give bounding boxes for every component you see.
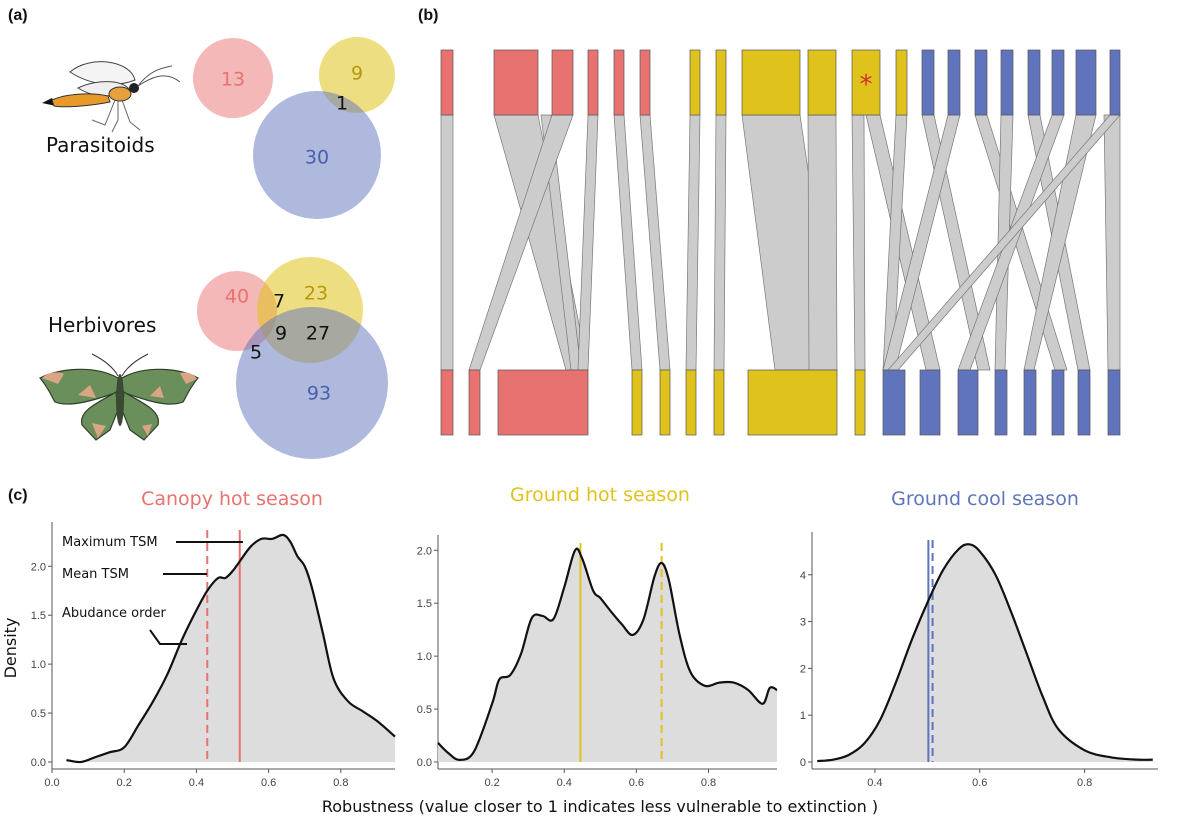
venn-parasitoids: 13 9 1 30 xyxy=(193,37,395,219)
y-tick-label: 1.5 xyxy=(31,610,46,622)
venn-count: 5 xyxy=(250,342,262,364)
asterisk-marker: * xyxy=(860,70,873,100)
annotation-maximum-tsm: Maximum TSM xyxy=(62,535,158,550)
venn-circle-ground-cool xyxy=(236,307,388,459)
annotation-leader xyxy=(149,629,187,645)
y-tick-label: 0.0 xyxy=(31,757,46,769)
panel-label-a: (a) xyxy=(8,7,28,24)
x-tick-label: 0.2 xyxy=(117,777,132,789)
alluvial-diagram: * xyxy=(440,49,1121,436)
alluvial-flows xyxy=(440,114,1121,371)
y-tick-label: 2.0 xyxy=(31,561,46,573)
x-tick-label: 0.0 xyxy=(44,777,59,789)
venn-count: 27 xyxy=(306,323,330,345)
x-axis-label: Robustness (value closer to 1 indicates … xyxy=(322,797,878,816)
x-tick-label: 0.6 xyxy=(261,777,276,789)
venn-count: 40 xyxy=(225,286,249,308)
x-tick-label: 0.4 xyxy=(867,777,882,789)
y-tick-label: 0.5 xyxy=(417,704,432,716)
density-chart-canopy-hot: Canopy hot season 0.0 0.5 1.0 1.5 2.0 0.0 0.2 0.… xyxy=(31,488,396,789)
density-area xyxy=(438,548,777,762)
x-tick-label: 0.6 xyxy=(629,777,644,789)
venn-circle-ground-cool xyxy=(253,91,381,219)
venn-count: 30 xyxy=(305,147,329,169)
density-line xyxy=(437,547,778,761)
y-tick-label: 0 xyxy=(800,757,806,769)
venn-count: 9 xyxy=(275,323,287,345)
x-tick-label: 0.8 xyxy=(333,777,348,789)
venn-count: 93 xyxy=(307,383,331,405)
annotation-mean-tsm: Mean TSM xyxy=(62,567,129,582)
herbivores-label: Herbivores xyxy=(48,313,156,337)
density-line xyxy=(817,543,1153,763)
chart-title: Ground hot season xyxy=(510,484,690,506)
x-tick-label: 0.4 xyxy=(189,777,204,789)
venn-herbivores: 40 7 23 9 27 5 93 xyxy=(197,257,388,459)
density-chart-ground-cool: Ground cool season 0 1 2 3 4 0.4 0.6 0.8 xyxy=(800,488,1158,789)
y-tick-label: 3 xyxy=(800,617,806,629)
panel-label-b: (b) xyxy=(418,7,438,24)
venn-count: 7 xyxy=(273,291,285,313)
y-tick-label: 1.5 xyxy=(417,598,432,610)
herbivore-moth-illustration xyxy=(39,353,199,441)
venn-count: 23 xyxy=(304,283,328,305)
venn-count: 9 xyxy=(351,63,363,85)
density-chart-ground-hot: Ground hot season 0.0 0.5 1.0 1.5 2.0 0.2 0.4 0.… xyxy=(417,484,778,789)
y-axis-label: Density xyxy=(1,618,20,679)
y-tick-label: 1 xyxy=(800,710,806,722)
alluvial-top-nodes xyxy=(440,49,1121,116)
venn-circle-ground-hot xyxy=(319,37,395,113)
x-tick-label: 0.8 xyxy=(701,777,716,789)
venn-circle-canopy-hot xyxy=(193,38,273,118)
x-tick-label: 0.6 xyxy=(972,777,987,789)
x-tick-label: 0.8 xyxy=(1077,777,1092,789)
density-area xyxy=(817,544,1153,762)
annotation-abundance-order: Abudance order xyxy=(62,606,166,621)
y-tick-label: 2 xyxy=(800,663,806,675)
parasitoid-wasp-illustration xyxy=(42,61,181,133)
y-tick-label: 0.5 xyxy=(31,708,46,720)
chart-title: Canopy hot season xyxy=(141,488,323,510)
tsm-annotations: Maximum TSM Mean TSM Abudance order xyxy=(62,535,243,645)
chart-title: Ground cool season xyxy=(891,488,1079,510)
venn-count: 1 xyxy=(336,93,348,115)
alluvial-bottom-nodes xyxy=(440,369,1121,436)
y-tick-label: 4 xyxy=(800,570,806,582)
panel-label-c: (c) xyxy=(8,487,28,504)
y-tick-label: 2.0 xyxy=(417,545,432,557)
x-tick-label: 0.4 xyxy=(557,777,572,789)
density-line xyxy=(66,533,396,764)
parasitoids-label: Parasitoids xyxy=(46,133,155,157)
y-tick-label: 0.0 xyxy=(417,757,432,769)
x-tick-label: 0.2 xyxy=(484,777,499,789)
y-tick-label: 1.0 xyxy=(31,659,46,671)
y-tick-label: 1.0 xyxy=(417,651,432,663)
venn-count: 13 xyxy=(221,69,245,91)
